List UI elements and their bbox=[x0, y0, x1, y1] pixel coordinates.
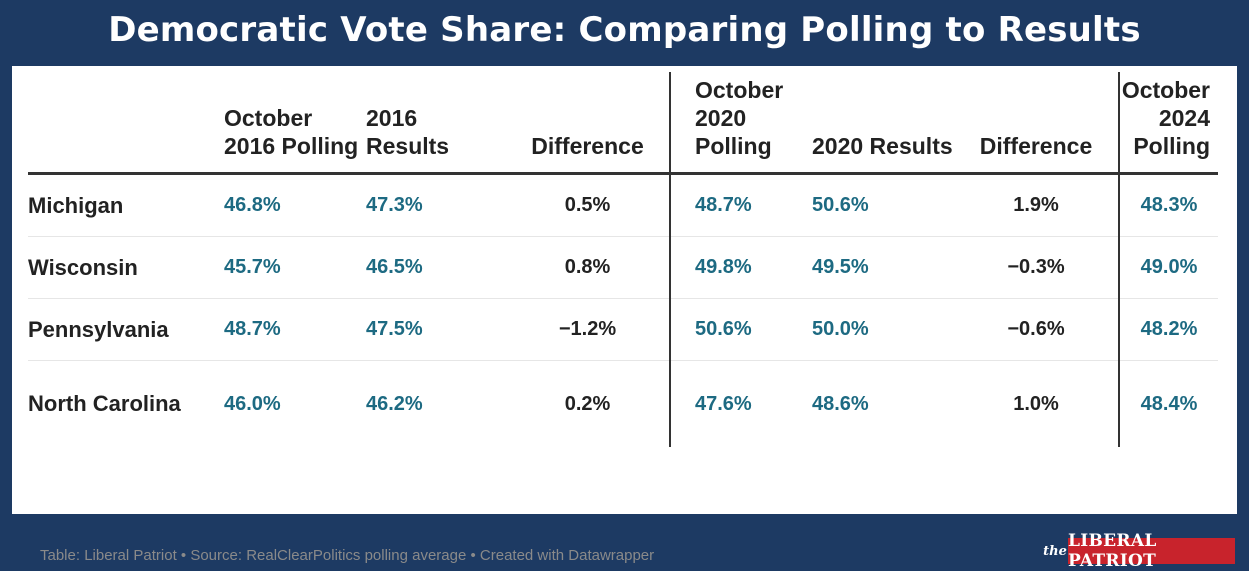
data-table: October 2016 Polling 2016 Results Differ… bbox=[28, 72, 1218, 447]
header-oct-2024-polling: October 2024 Polling bbox=[1118, 72, 1218, 175]
header-state bbox=[28, 72, 224, 175]
cell-2020-results: 49.5% bbox=[812, 236, 954, 299]
cell-2020-results: 48.6% bbox=[812, 392, 869, 415]
cell-state: North Carolina bbox=[28, 391, 181, 416]
cell-difference-2020: 1.9% bbox=[954, 173, 1119, 237]
cell-state: Michigan bbox=[28, 173, 224, 237]
cell-difference-2016: 0.2% bbox=[564, 392, 611, 415]
cell-oct-2016-polling: 46.8% bbox=[224, 173, 366, 237]
table-panel: October 2016 Polling 2016 Results Differ… bbox=[12, 66, 1237, 571]
cell-oct-2024-polling: 48.2% bbox=[1118, 298, 1218, 361]
cell-oct-2016-polling: 45.7% bbox=[224, 236, 366, 299]
cell-oct-2016-polling: 46.0% bbox=[224, 392, 281, 415]
table-row: Michigan 46.8% 47.3% 0.5% 48.7% 50.6% 1.9% 48.3… bbox=[28, 173, 1218, 237]
header-row: October 2016 Polling 2016 Results Differ… bbox=[28, 72, 1218, 175]
cell-2016-results: 46.5% bbox=[366, 236, 506, 299]
source-footer: Table: Liberal Patriot • Source: RealCle… bbox=[40, 547, 655, 564]
cell-difference-2016: −1.2% bbox=[506, 298, 670, 361]
cell-difference-2020: 1.0% bbox=[1013, 392, 1059, 415]
cell-state: Wisconsin bbox=[28, 236, 224, 299]
header-oct-2020-polling: October 2020 Polling bbox=[669, 72, 812, 175]
cell-oct-2024-polling: 48.3% bbox=[1118, 173, 1218, 237]
cell-oct-2020-polling: 48.7% bbox=[669, 173, 812, 237]
cell-difference-2016: 0.5% bbox=[506, 173, 670, 237]
cell-oct-2016-polling: 48.7% bbox=[224, 298, 366, 361]
cell-oct-2020-polling: 47.6% bbox=[669, 360, 812, 447]
header-2020-results: 2020 Results bbox=[812, 72, 954, 175]
table-row: North Carolina 46.0% 46.2% 0.2% 47.6% 48.6% 1.… bbox=[28, 360, 1218, 447]
cell-oct-2020-polling: 49.8% bbox=[669, 236, 812, 299]
cell-oct-2024-polling: 48.4% bbox=[1118, 360, 1218, 447]
liberal-patriot-logo: the LIBERAL PATRIOT bbox=[1042, 531, 1235, 571]
table-row: Pennsylvania 48.7% 47.5% −1.2% 50.6% 50.0% −0.… bbox=[28, 298, 1218, 361]
header-difference-2020: Difference bbox=[954, 72, 1119, 175]
header-difference-2016: Difference bbox=[506, 72, 670, 175]
cell-difference-2020: −0.6% bbox=[954, 298, 1119, 361]
cell-2020-results: 50.0% bbox=[812, 298, 954, 361]
cell-oct-2024-polling: 49.0% bbox=[1118, 236, 1218, 299]
logo-the-mark: the bbox=[1042, 538, 1068, 564]
cell-oct-2020-polling: 50.6% bbox=[669, 298, 812, 361]
cell-2016-results: 46.2% bbox=[366, 392, 423, 415]
cell-state: Pennsylvania bbox=[28, 298, 224, 361]
cell-2016-results: 47.5% bbox=[366, 298, 506, 361]
cell-2020-results: 50.6% bbox=[812, 173, 954, 237]
cell-2016-results: 47.3% bbox=[366, 173, 506, 237]
cell-difference-2020: −0.3% bbox=[954, 236, 1119, 299]
logo-wordmark: LIBERAL PATRIOT bbox=[1068, 531, 1235, 571]
header-2016-results: 2016 Results bbox=[366, 72, 506, 175]
header-oct-2016-polling: October 2016 Polling bbox=[224, 72, 366, 175]
chart-title: Democratic Vote Share: Comparing Polling… bbox=[108, 10, 1141, 50]
cell-difference-2016: 0.8% bbox=[506, 236, 670, 299]
table-row: Wisconsin 45.7% 46.5% 0.8% 49.8% 49.5% −0.3% 49… bbox=[28, 236, 1218, 299]
